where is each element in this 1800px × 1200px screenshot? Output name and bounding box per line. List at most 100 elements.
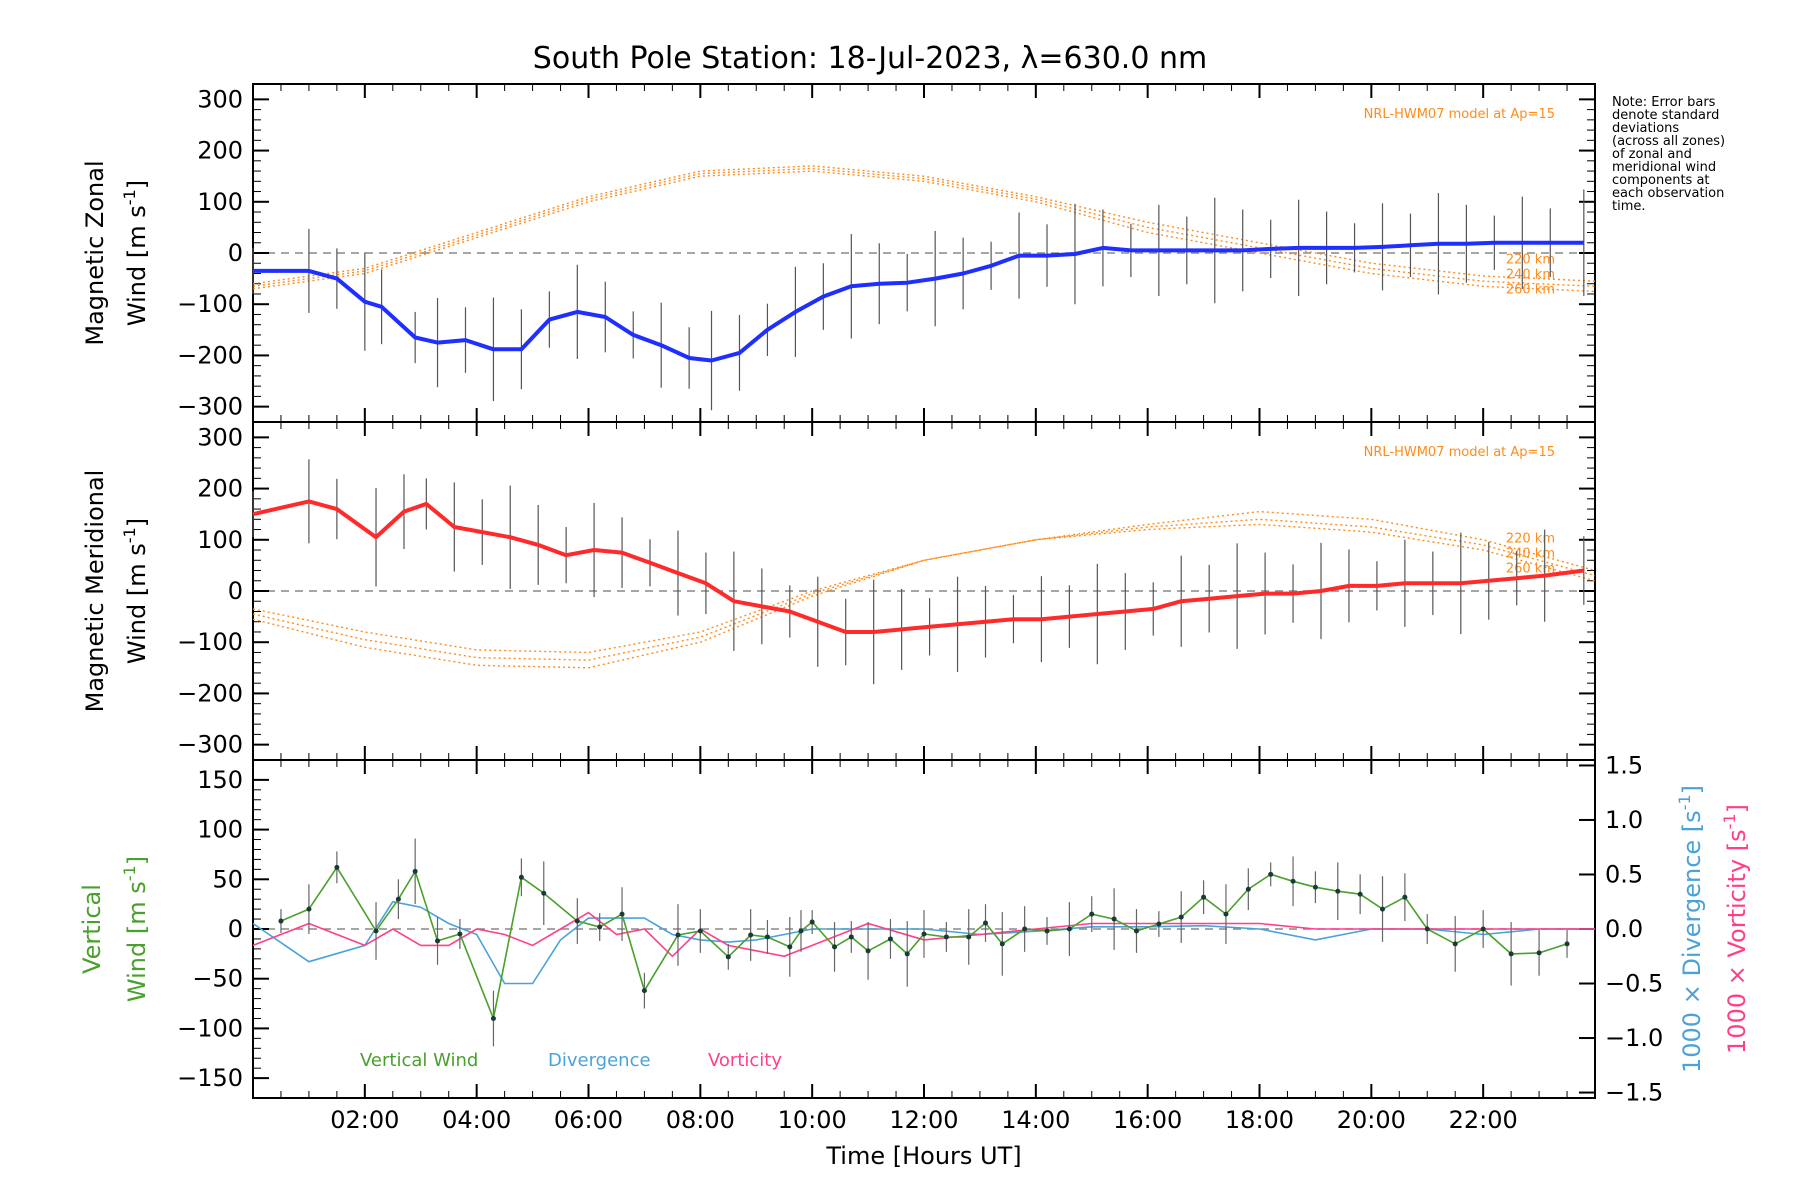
vertical-right-ytick-label: 0.0 bbox=[1605, 915, 1643, 943]
vertical-wind-point bbox=[597, 924, 603, 930]
vertical-wind-point bbox=[1312, 884, 1318, 890]
meridional-ytick-label: 300 bbox=[197, 423, 243, 451]
vertical-wind-point bbox=[1201, 894, 1207, 900]
vertical-wind-point bbox=[490, 1015, 496, 1021]
vertical-wind-point bbox=[1480, 926, 1486, 932]
meridional-alt-label: 240 km bbox=[1506, 547, 1555, 562]
meridional-ytick-label: −300 bbox=[177, 731, 243, 759]
zonal-ytick-label: −300 bbox=[177, 393, 243, 421]
vertical-wind-point bbox=[725, 954, 731, 960]
vertical-ylabel-bottom: Wind [m s-1] bbox=[120, 856, 151, 1002]
vertical-wind-point bbox=[1357, 891, 1363, 897]
zonal-alt-label: 220 km bbox=[1506, 252, 1555, 267]
vertical-wind-point bbox=[832, 944, 838, 950]
vertical-wind-point bbox=[1089, 911, 1095, 917]
vertical-ytick-label: −100 bbox=[177, 1014, 243, 1042]
legend-vorticity: Vorticity bbox=[708, 1050, 782, 1071]
vertical-wind-point bbox=[306, 906, 312, 912]
vertical-wind-point bbox=[887, 936, 893, 942]
meridional-ytick-label: −200 bbox=[177, 679, 243, 707]
vertical-ytick-label: 0 bbox=[228, 915, 243, 943]
legend-vertical-wind: Vertical Wind bbox=[360, 1050, 478, 1071]
note-line: each observation bbox=[1612, 186, 1724, 201]
meridional-alt-label: 260 km bbox=[1506, 562, 1555, 577]
meridional-panel: 300 200 100 0 −100 −200 −300 NRL-HWM07 model at… bbox=[177, 422, 1596, 760]
vertical-right-ytick-label: −1.0 bbox=[1605, 1024, 1663, 1052]
vertical-right-ytick-label: 1.5 bbox=[1605, 751, 1643, 779]
vertical-wind-point bbox=[1335, 888, 1341, 894]
vertical-wind-point bbox=[373, 928, 379, 934]
vertical-wind-point bbox=[412, 868, 418, 874]
vertical-wind-point bbox=[966, 934, 972, 940]
zonal-ytick-label: 100 bbox=[197, 188, 243, 216]
vertical-wind-point bbox=[764, 934, 770, 940]
x-tick-label: 18:00 bbox=[1225, 1106, 1294, 1134]
x-tick-label: 06:00 bbox=[554, 1106, 623, 1134]
vertical-wind-point bbox=[787, 944, 793, 950]
zonal-ytick-label: 200 bbox=[197, 137, 243, 165]
vertical-wind-point bbox=[904, 951, 910, 957]
vertical-right-ytick-label: −1.5 bbox=[1605, 1079, 1663, 1107]
zonal-panel: 300 200 100 0 −100 −200 −300 NRL-HWM07 model at… bbox=[177, 84, 1596, 422]
zonal-alt-label: 260 km bbox=[1506, 282, 1555, 297]
vertical-wind-point bbox=[748, 932, 754, 938]
vertical-wind-point bbox=[1508, 951, 1514, 957]
vertical-wind-point bbox=[1245, 886, 1251, 892]
vertical-wind-point bbox=[641, 988, 647, 994]
meridional-ylabel-top: Magnetic Meridional bbox=[81, 470, 109, 713]
vertical-wind-point bbox=[809, 919, 815, 925]
vertical-wind-point bbox=[1223, 911, 1229, 917]
vertical-wind-point bbox=[457, 931, 463, 937]
vertical-wind-point bbox=[1156, 921, 1162, 927]
zonal-model-y220 bbox=[252, 165, 1596, 285]
x-tick-label: 10:00 bbox=[778, 1106, 847, 1134]
vertical-ytick-label: 100 bbox=[197, 816, 243, 844]
divergence-line bbox=[252, 900, 1595, 985]
vertical-ytick-label: −50 bbox=[192, 965, 243, 993]
vertical-wind-point bbox=[1022, 926, 1028, 932]
note-line: Note: Error bars bbox=[1612, 95, 1716, 110]
meridional-alt-label: 220 km bbox=[1506, 532, 1555, 547]
x-axis-ticks: 02:00 04:00 06:00 08:00 10:00 12:00 14:00 16:00… bbox=[330, 1106, 1518, 1134]
vertical-wind-point bbox=[1402, 894, 1408, 900]
vertical-wind-point bbox=[848, 934, 854, 940]
vertical-panel: 150 100 50 0 −50 −100 −150 1.5 1.0 0.5 0.0 −0.5 −1.0… bbox=[177, 751, 1663, 1106]
note-line: deviations bbox=[1612, 121, 1679, 136]
legend-divergence: Divergence bbox=[548, 1050, 651, 1071]
vertical-wind-point bbox=[574, 918, 580, 924]
vertical-right-ytick-label: −0.5 bbox=[1605, 970, 1663, 998]
meridional-ytick-label: 100 bbox=[197, 526, 243, 554]
zonal-model-y240 bbox=[252, 167, 1596, 287]
vorticity-ylabel: 1000 × Vorticity [s-1] bbox=[1720, 804, 1751, 1054]
meridional-wind-line bbox=[252, 499, 1585, 634]
x-tick-label: 02:00 bbox=[330, 1106, 399, 1134]
vertical-wind-point bbox=[1452, 941, 1458, 947]
zonal-ylabel-bottom: Wind [m s-1] bbox=[120, 180, 151, 326]
vertical-wind-point bbox=[798, 928, 804, 934]
meridional-model-y240 bbox=[252, 518, 1596, 661]
zonal-alt-label: 240 km bbox=[1506, 267, 1555, 282]
note-line: components at bbox=[1612, 173, 1710, 188]
chart-title: South Pole Station: 18-Jul-2023, λ=630.0… bbox=[533, 41, 1207, 76]
vertical-wind-point bbox=[983, 920, 989, 926]
vertical-wind-point bbox=[943, 934, 949, 940]
vertical-ytick-label: −150 bbox=[177, 1064, 243, 1092]
vertical-wind-point bbox=[1044, 928, 1050, 934]
vertical-right-ytick-label: 0.5 bbox=[1605, 860, 1643, 888]
vertical-wind-point bbox=[278, 918, 284, 924]
x-tick-label: 16:00 bbox=[1113, 1106, 1182, 1134]
meridional-ytick-label: −100 bbox=[177, 628, 243, 656]
zonal-wind-line bbox=[253, 240, 1584, 363]
meridional-ytick-label: 0 bbox=[228, 577, 243, 605]
vertical-wind-point bbox=[518, 874, 524, 880]
x-tick-label: 04:00 bbox=[442, 1106, 511, 1134]
vertical-ylabel-top: Vertical bbox=[78, 884, 106, 974]
vertical-wind-point bbox=[1111, 916, 1117, 922]
note-line: meridional wind bbox=[1612, 160, 1716, 175]
vertical-wind-point bbox=[697, 928, 703, 934]
zonal-ytick-label: 300 bbox=[197, 85, 243, 113]
vertical-wind-point bbox=[334, 864, 340, 870]
note-line: (across all zones) bbox=[1612, 134, 1725, 149]
divergence-ylabel: 1000 × Divergence [s-1] bbox=[1675, 785, 1706, 1073]
vorticity-line bbox=[252, 911, 1595, 958]
